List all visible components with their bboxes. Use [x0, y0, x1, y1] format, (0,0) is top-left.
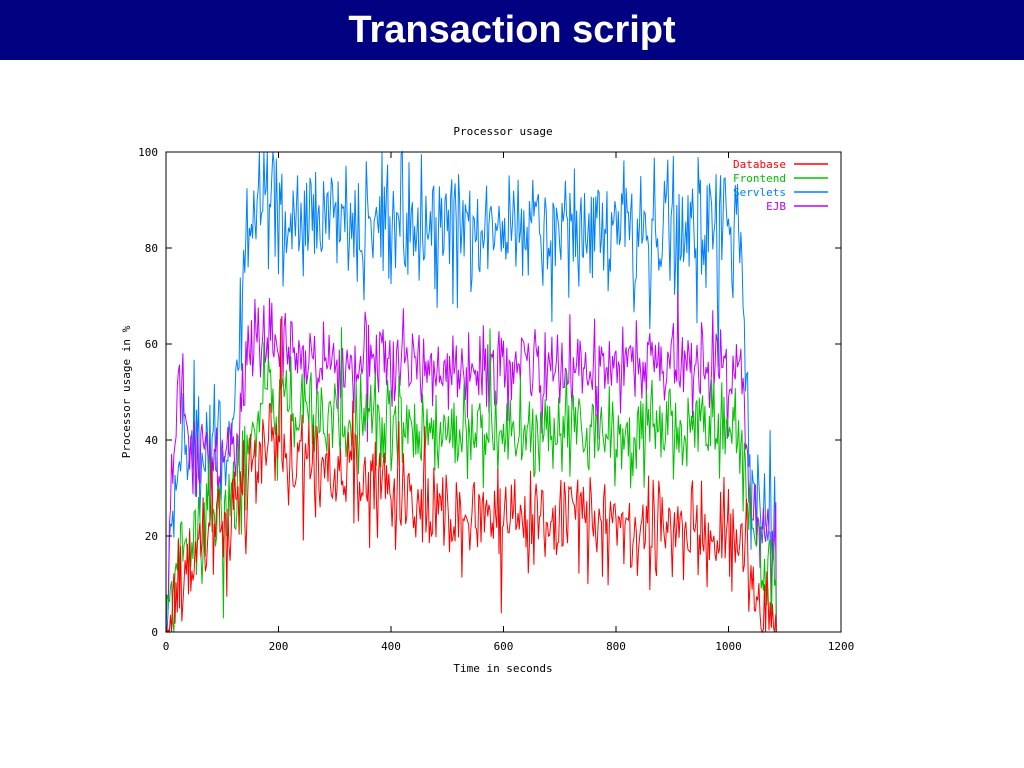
x-tick-label: 400	[381, 640, 401, 653]
x-tick-label: 800	[606, 640, 626, 653]
series-line-ejb	[165, 290, 777, 633]
legend-label-ejb: EJB	[766, 200, 786, 213]
y-tick-label: 60	[145, 338, 158, 351]
y-tick-label: 40	[145, 434, 158, 447]
series-line-frontend	[165, 327, 777, 633]
x-tick-label: 1000	[715, 640, 742, 653]
slide-title: Transaction script	[348, 9, 676, 51]
legend-label-frontend: Frontend	[733, 172, 786, 185]
y-tick-label: 20	[145, 530, 158, 543]
chart-title: Processor usage	[453, 125, 552, 138]
y-tick-label: 80	[145, 242, 158, 255]
y-tick-label: 0	[151, 626, 158, 639]
slide-header	[0, 0, 1024, 60]
x-tick-label: 600	[494, 640, 514, 653]
y-tick-label: 100	[138, 146, 158, 159]
axes: 0 200 400 600 800 1000 1200 0 20 40 60 80 100	[138, 146, 854, 653]
series-line-database	[165, 318, 777, 634]
x-tick-label: 200	[269, 640, 289, 653]
legend-label-servlets: Servlets	[733, 186, 786, 199]
x-tick-label: 0	[163, 640, 170, 653]
y-axis-label: Processor usage in %	[120, 325, 133, 458]
x-axis-label: Time in seconds	[453, 662, 552, 675]
processor-usage-chart: 0 200 400 600 800 1000 1200 0 20 40 60 80 100 Proces…	[120, 125, 854, 675]
x-tick-label: 1200	[828, 640, 855, 653]
plot-area	[165, 150, 777, 634]
plot-frame	[165, 151, 842, 633]
legend-label-database: Database	[733, 158, 786, 171]
series-line-servlets	[165, 150, 777, 633]
